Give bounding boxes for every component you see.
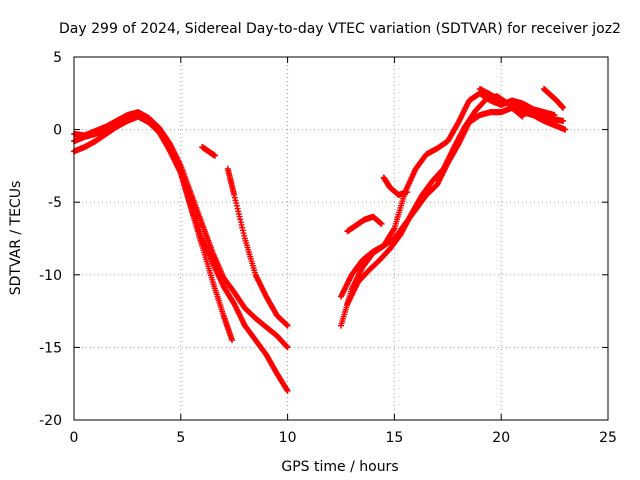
series-arc-e xyxy=(224,165,291,329)
series-arc-b xyxy=(71,113,291,394)
data-points xyxy=(71,85,569,394)
series-arc-c xyxy=(71,112,236,344)
y-tick-label: -15 xyxy=(39,340,62,356)
x-tick-label: 20 xyxy=(492,430,510,446)
series-arc-l xyxy=(508,104,567,124)
data-point xyxy=(560,104,567,111)
y-tick-label: -20 xyxy=(39,413,62,429)
y-tick-label: -10 xyxy=(39,268,62,284)
axes: 0 5 10 15 20 25 -20 -15 -10 -5 0 5 xyxy=(39,50,617,446)
data-point xyxy=(562,126,569,133)
data-point xyxy=(284,344,291,351)
data-point xyxy=(211,152,218,159)
series-arc-d xyxy=(199,144,218,159)
x-tick-label: 5 xyxy=(176,430,185,446)
data-point xyxy=(229,337,236,344)
y-axis-label: SDTVAR / TECUs xyxy=(8,181,24,296)
y-tick-label: 0 xyxy=(53,123,62,139)
x-tick-label: 15 xyxy=(385,430,403,446)
data-point xyxy=(284,322,291,329)
series-arc-i xyxy=(344,213,385,235)
data-point xyxy=(284,387,291,394)
y-tick-label: 5 xyxy=(53,50,62,66)
data-point xyxy=(560,117,567,124)
grid-lines xyxy=(74,57,608,420)
series-arc-j xyxy=(380,174,411,198)
x-axis-label: GPS time / hours xyxy=(281,459,398,475)
plot-frame xyxy=(73,56,609,421)
data-point xyxy=(378,220,385,227)
data-point xyxy=(404,189,411,196)
series-arc-m xyxy=(540,85,567,111)
x-tick-label: 0 xyxy=(70,430,79,446)
chart-title: Day 299 of 2024, Sidereal Day-to-day VTE… xyxy=(59,21,621,37)
x-tick-label: 25 xyxy=(599,430,617,446)
x-tick-label: 10 xyxy=(279,430,297,446)
y-tick-label: -5 xyxy=(48,195,62,211)
